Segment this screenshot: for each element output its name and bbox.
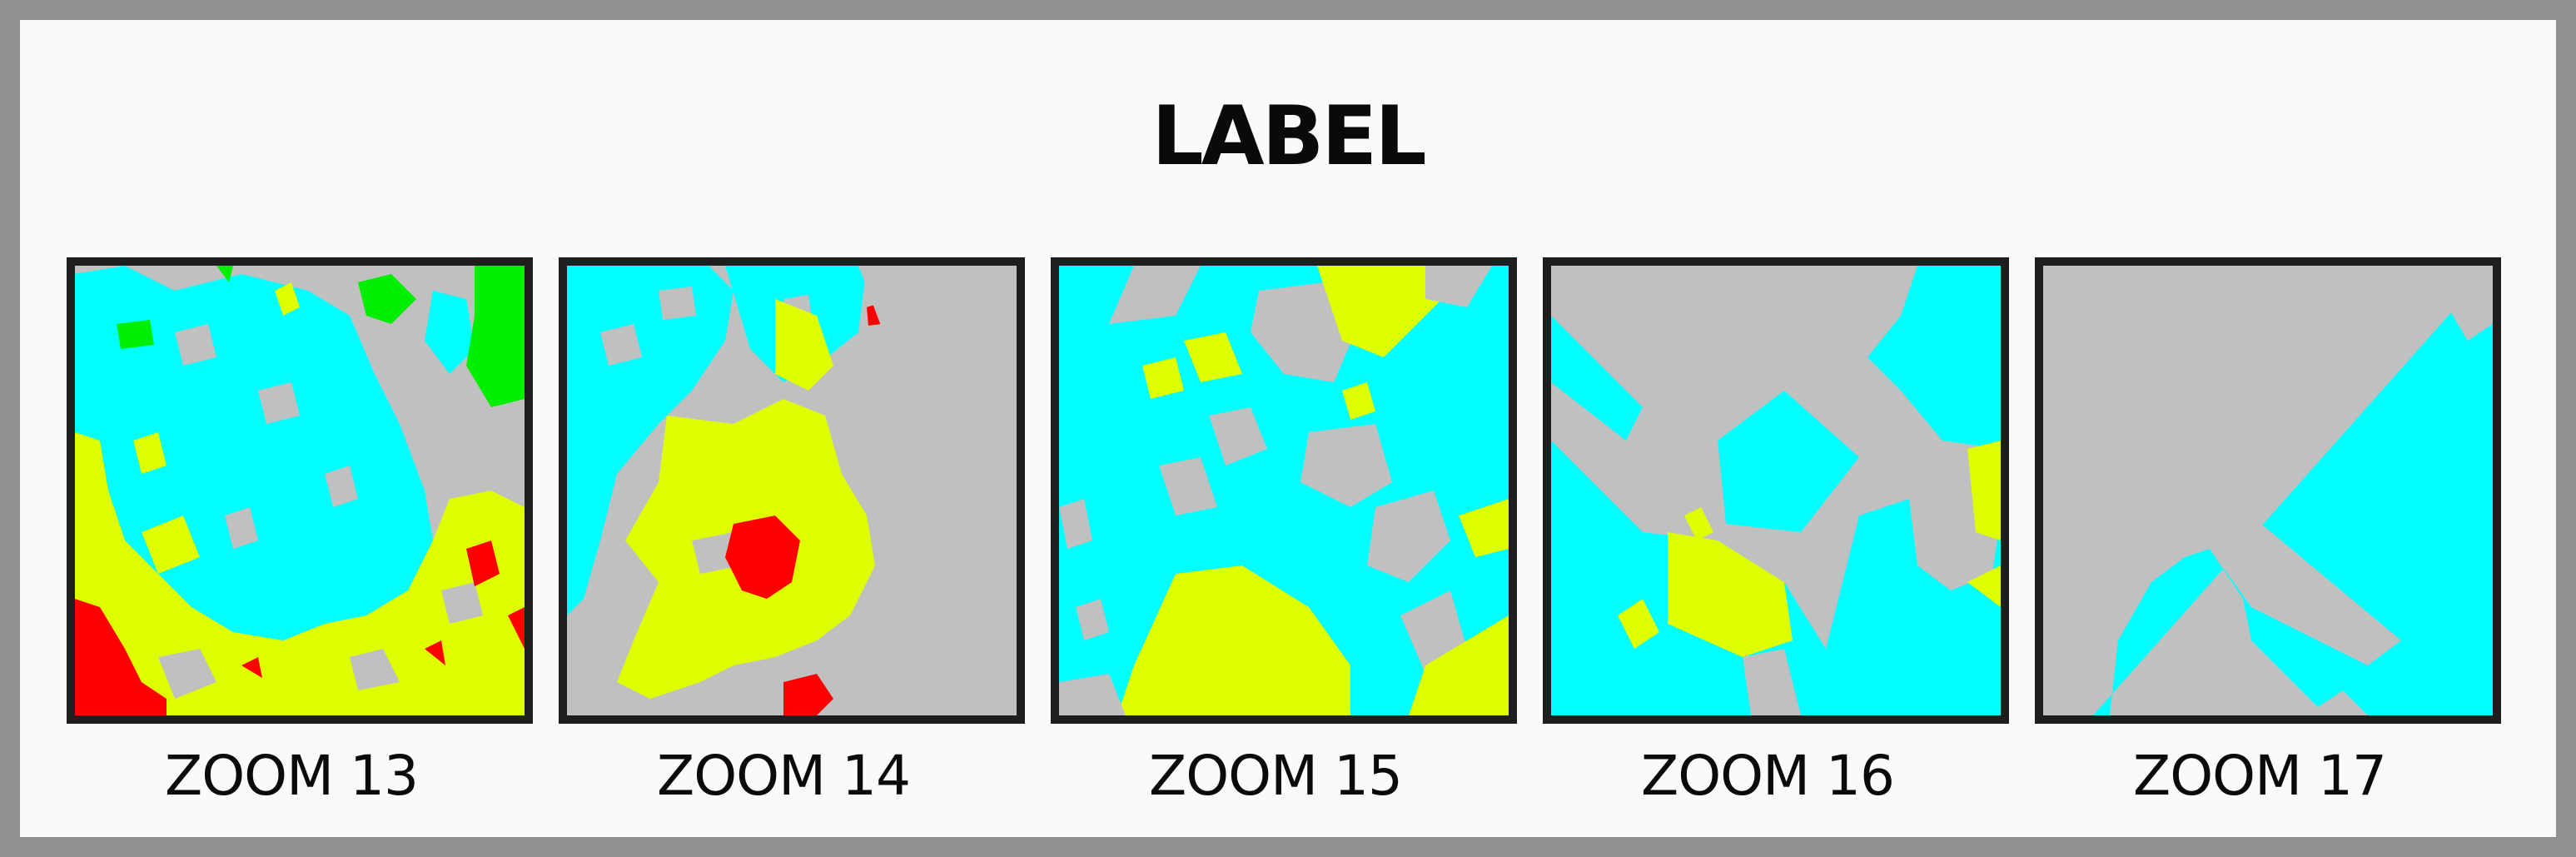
- caption-zoom-13: ZOOM 13: [164, 744, 419, 808]
- zoom-17-map: [2043, 266, 2493, 715]
- caption-zoom-15: ZOOM 15: [1148, 744, 1403, 808]
- tile-zoom-13: [67, 257, 533, 724]
- tile-zoom-14: [559, 257, 1025, 724]
- caption-zoom-16: ZOOM 16: [1640, 744, 1895, 808]
- caption-zoom-14: ZOOM 14: [656, 744, 911, 808]
- zoom-13-map: [75, 266, 525, 715]
- tile-zoom-17: [2035, 257, 2501, 724]
- caption-zoom-17: ZOOM 17: [2132, 744, 2387, 808]
- figure-title: LABEL: [1151, 89, 1426, 184]
- zoom-15-map: [1059, 266, 1509, 715]
- zoom-16-map: [1551, 266, 2001, 715]
- zoom-14-map: [567, 266, 1017, 715]
- figure-frame: LABEL ZOOM 13: [20, 20, 2556, 837]
- tile-zoom-15: [1051, 257, 1517, 724]
- tile-zoom-16: [1543, 257, 2009, 724]
